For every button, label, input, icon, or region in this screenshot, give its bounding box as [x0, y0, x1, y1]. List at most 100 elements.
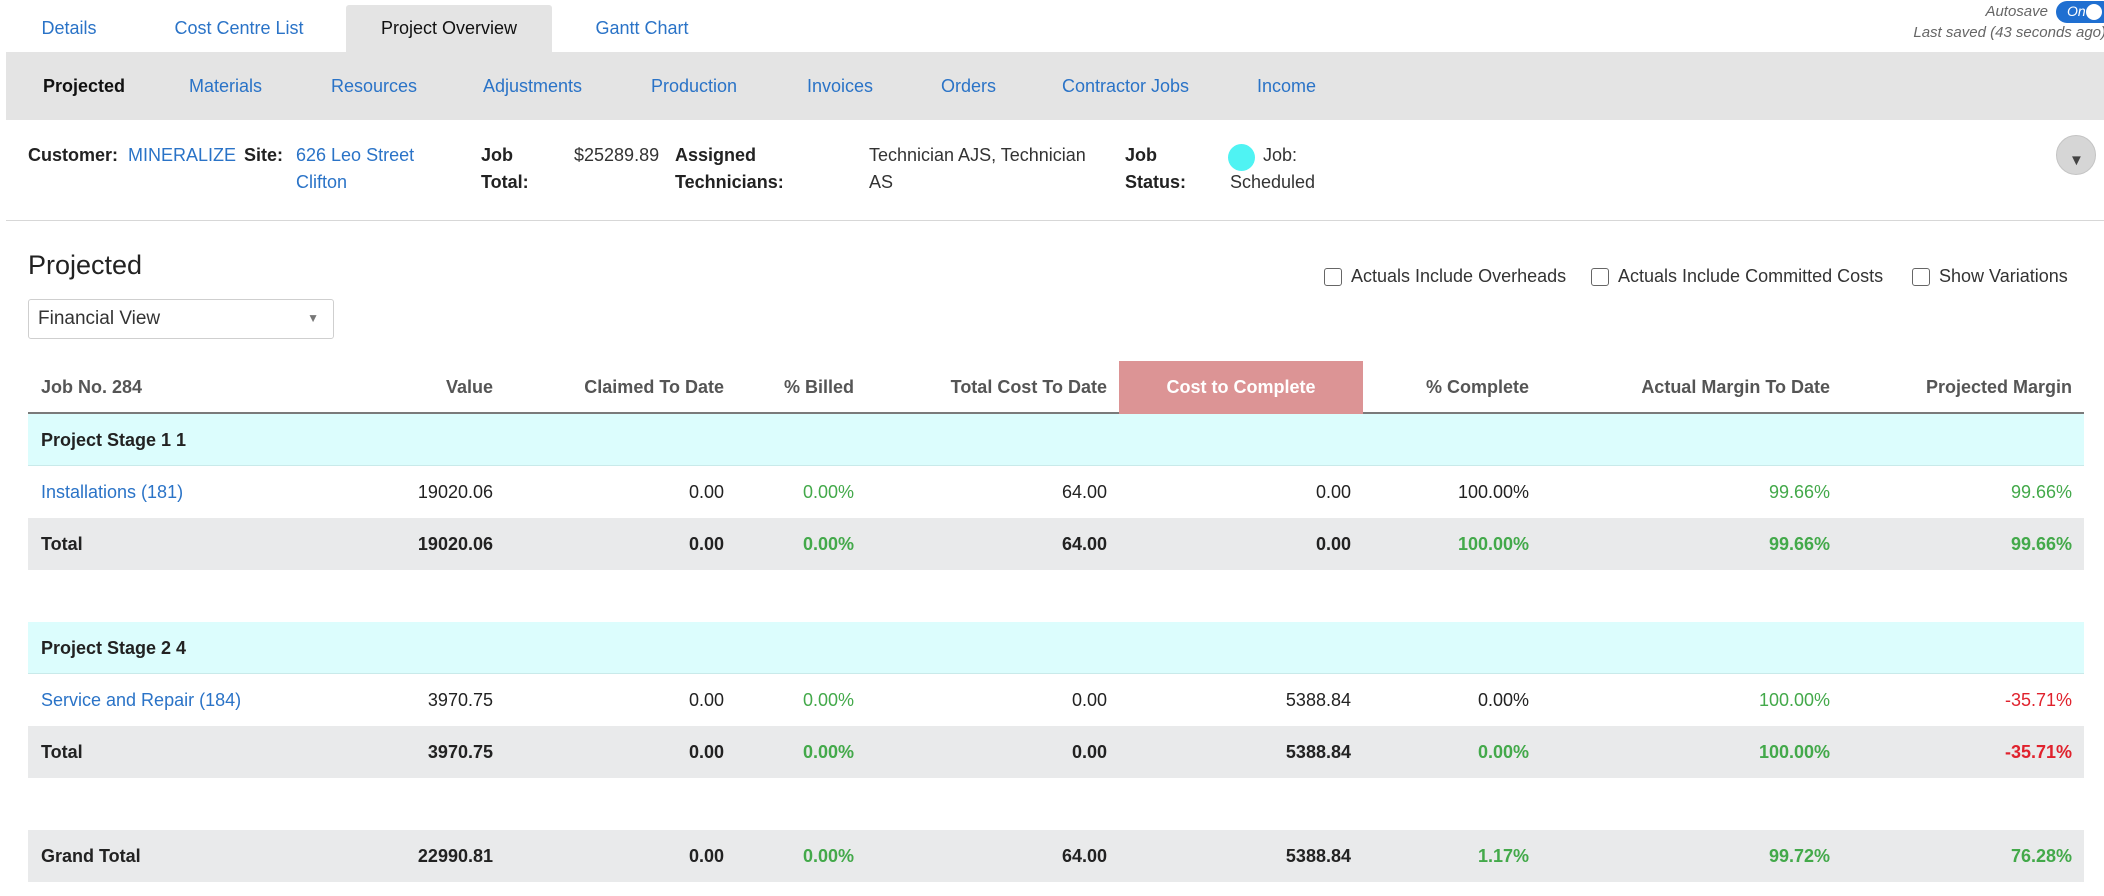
billed-cell: 0.00%	[802, 690, 854, 710]
total-row: Total 19020.06 0.00 0.00% 64.00 0.00 100…	[28, 518, 2084, 570]
checkbox-label: Actuals Include Overheads	[1351, 266, 1567, 286]
technicians-value: Technician AJS, Technician	[869, 145, 1086, 165]
cost-to-complete-cell: 5388.84	[1285, 742, 1351, 762]
stage-row: Project Stage 2 4	[28, 622, 2084, 674]
header-value[interactable]: Value	[445, 377, 493, 397]
checkbox-box[interactable]	[1912, 268, 1930, 286]
claimed-cell: 0.00	[688, 534, 724, 554]
projected-margin-cell: 76.28%	[2010, 846, 2072, 866]
complete-cell: 0.00%	[1477, 690, 1529, 710]
checkbox-label: Actuals Include Committed Costs	[1618, 266, 1884, 286]
section-title: Projected	[28, 250, 143, 280]
header-percent-complete[interactable]: % Complete	[1425, 377, 1529, 397]
billed-cell: 0.00%	[802, 846, 854, 866]
site-label: Site:	[244, 145, 284, 165]
total-cost-cell: 0.00	[1071, 690, 1107, 710]
cost-centre-link[interactable]: Installations (181)	[41, 482, 184, 502]
header-claimed-to-date[interactable]: Claimed To Date	[584, 377, 724, 397]
header-cost-to-complete[interactable]: Cost to Complete	[1166, 377, 1316, 397]
technicians-value-2: AS	[869, 172, 894, 192]
subtab-orders[interactable]: Orders	[941, 76, 997, 96]
projected-margin-cell: -35.71%	[2004, 742, 2072, 762]
subtab-contractor-jobs[interactable]: Contractor Jobs	[1062, 76, 1190, 96]
cost-centre-link[interactable]: Service and Repair (184)	[41, 690, 242, 710]
caret-down-icon: ▼	[307, 311, 319, 325]
last-saved-text: Last saved (43 seconds ago)	[1913, 24, 2104, 41]
stage-name: Project Stage 1 1	[41, 430, 187, 450]
header-total-cost-to-date[interactable]: Total Cost To Date	[950, 377, 1107, 397]
technicians-label-2: Technicians:	[675, 172, 784, 192]
job-total-label: Job	[481, 145, 514, 165]
billed-cell: 0.00%	[802, 482, 854, 502]
checkbox-box[interactable]	[1591, 268, 1609, 286]
header-percent-billed[interactable]: % Billed	[783, 377, 854, 397]
subtab-production[interactable]: Production	[651, 76, 738, 96]
view-select[interactable]: Financial View ▼	[28, 299, 334, 339]
autosave-label: Autosave	[1985, 3, 2048, 20]
view-select-value: Financial View	[38, 308, 161, 329]
collapse-info-button[interactable]: ▼	[2056, 135, 2096, 175]
subtab-income[interactable]: Income	[1257, 76, 1317, 96]
header-actual-margin[interactable]: Actual Margin To Date	[1641, 377, 1830, 397]
total-cost-cell: 64.00	[1061, 482, 1107, 502]
tab-cost-centre-list[interactable]: Cost Centre List	[174, 18, 304, 38]
job-info-panel: Customer: MINERALIZE Site: 626 Leo Stree…	[6, 120, 2104, 221]
stage-name: Project Stage 2 4	[41, 638, 187, 658]
tab-details[interactable]: Details	[41, 18, 97, 38]
grand-total-label: Grand Total	[41, 846, 141, 866]
checkbox-label: Show Variations	[1939, 266, 2068, 286]
header-job-no[interactable]: Job No. 284	[41, 377, 143, 397]
actual-margin-cell: 99.66%	[1768, 534, 1830, 554]
total-label: Total	[41, 742, 83, 762]
complete-cell: 100.00%	[1457, 482, 1529, 502]
billed-cell: 0.00%	[802, 534, 854, 554]
total-cost-cell: 64.00	[1061, 534, 1107, 554]
chevron-down-icon: ▼	[2069, 152, 2084, 169]
status-color-dot	[1228, 144, 1255, 171]
actual-margin-cell: 99.66%	[1768, 482, 1830, 502]
job-status-label: Job	[1125, 145, 1158, 165]
value-cell: 19020.06	[417, 534, 493, 554]
subtab-resources[interactable]: Resources	[331, 76, 418, 96]
claimed-cell: 0.00	[688, 482, 724, 502]
complete-cell: 0.00%	[1477, 742, 1529, 762]
subtab-projected[interactable]: Projected	[43, 76, 126, 96]
cost-to-complete-cell: 5388.84	[1285, 846, 1351, 866]
complete-cell: 1.17%	[1477, 846, 1529, 866]
top-tab-bar: Details Cost Centre List Project Overvie…	[0, 0, 1950, 52]
subtab-materials[interactable]: Materials	[189, 76, 263, 96]
total-cost-cell: 64.00	[1061, 846, 1107, 866]
autosave-toggle-text: On	[2067, 3, 2086, 19]
autosave-panel: Autosave On Last saved (43 seconds ago)	[1884, 0, 2104, 52]
site-address-line1[interactable]: 626 Leo Street	[296, 145, 415, 165]
subtab-adjustments[interactable]: Adjustments	[483, 76, 583, 96]
claimed-cell: 0.00	[688, 690, 724, 710]
subtab-invoices[interactable]: Invoices	[807, 76, 874, 96]
checkbox-box[interactable]	[1324, 268, 1342, 286]
autosave-toggle[interactable]: On	[2056, 1, 2104, 23]
actual-margin-cell: 100.00%	[1758, 742, 1830, 762]
customer-link[interactable]: MINERALIZE	[128, 145, 237, 165]
job-status-value: Job:	[1263, 145, 1298, 165]
actual-margin-cell: 100.00%	[1758, 690, 1830, 710]
grand-total-row: Grand Total 22990.81 0.00 0.00% 64.00 53…	[28, 830, 2084, 882]
job-status-value-2: Scheduled	[1230, 172, 1316, 192]
claimed-cell: 0.00	[688, 846, 724, 866]
sub-tab-bar: Projected Materials Resources Adjustment…	[6, 52, 2104, 120]
technicians-label: Assigned	[675, 145, 757, 165]
customer-label: Customer:	[28, 145, 119, 165]
value-cell: 22990.81	[417, 846, 493, 866]
value-cell: 3970.75	[427, 742, 493, 762]
cost-to-complete-cell: 0.00	[1315, 534, 1351, 554]
actual-margin-cell: 99.72%	[1768, 846, 1830, 866]
job-total-value: $25289.89	[574, 145, 660, 165]
header-projected-margin[interactable]: Projected Margin	[1925, 377, 2072, 397]
stage-row: Project Stage 1 1	[28, 414, 2084, 466]
tab-gantt-chart[interactable]: Gantt Chart	[595, 18, 689, 38]
value-cell: 3970.75	[427, 690, 493, 710]
tab-project-overview[interactable]: Project Overview	[346, 5, 552, 52]
site-address-line2[interactable]: Clifton	[296, 172, 348, 192]
total-label: Total	[41, 534, 83, 554]
projected-margin-cell: -35.71%	[2004, 690, 2072, 710]
projected-margin-cell: 99.66%	[2010, 482, 2072, 502]
